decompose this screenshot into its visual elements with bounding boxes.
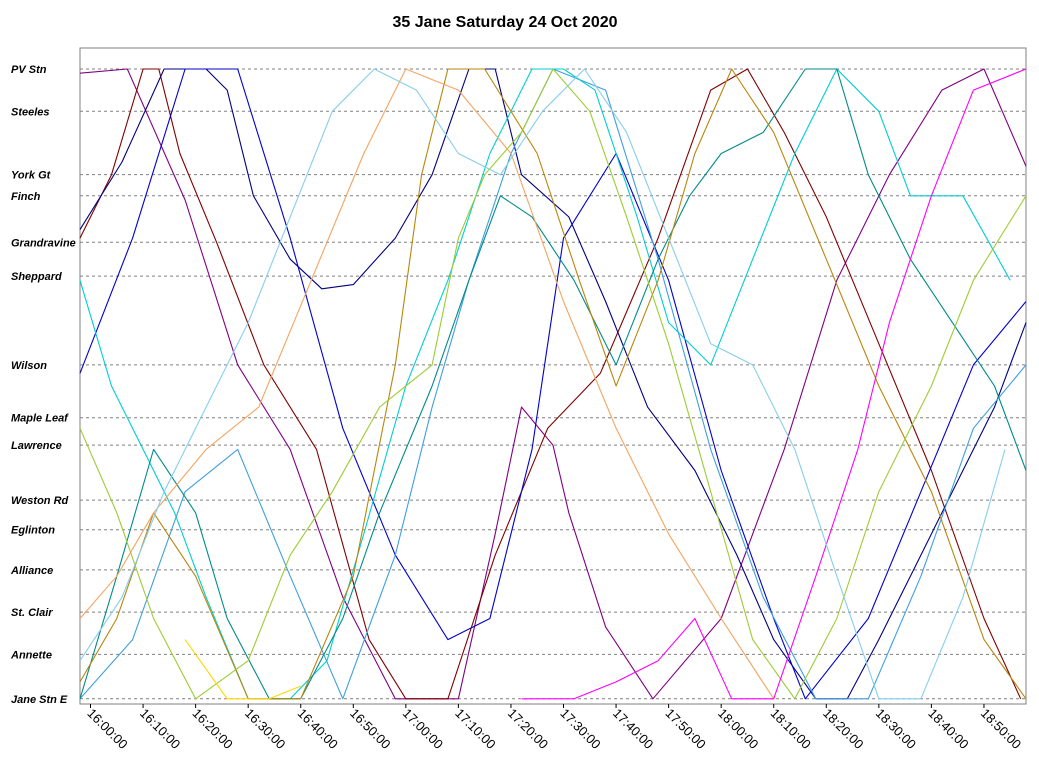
x-tick-label: 18:10:00 — [768, 706, 814, 752]
plot-area — [79, 47, 1027, 705]
x-tick-label: 18:40:00 — [925, 706, 971, 752]
series-line — [79, 68, 1027, 700]
series-line — [521, 68, 1027, 700]
y-tick-label: Sheppard — [11, 271, 62, 283]
y-tick-label: PV Stn — [11, 64, 47, 76]
y-tick-label: Jane Stn E — [11, 694, 68, 706]
series-line — [79, 68, 1022, 700]
series-line — [184, 639, 301, 700]
y-tick-label: Grandravine — [11, 237, 76, 249]
y-tick-label: Weston Rd — [11, 495, 69, 507]
series-line — [79, 68, 1006, 700]
x-tick-label: 16:30:00 — [242, 706, 288, 752]
y-tick-label: York Gt — [11, 170, 52, 182]
x-tick-label: 18:50:00 — [978, 706, 1024, 752]
y-tick-label: Steeles — [11, 106, 50, 118]
x-tick-label: 18:00:00 — [715, 706, 761, 752]
x-tick-label: 18:20:00 — [820, 706, 866, 752]
y-tick-label: Alliance — [10, 565, 53, 577]
x-tick-label: 16:10:00 — [137, 706, 183, 752]
x-axis: 16:00:00 16:10:00 16:20:00 16:30:00 16:40:00… — [84, 704, 1024, 752]
chart-title: 35 Jane Saturday 24 Oct 2020 — [392, 14, 618, 31]
y-tick-label: Wilson — [11, 360, 47, 372]
x-tick-label: 18:30:00 — [873, 706, 919, 752]
y-tick-label: Annette — [10, 649, 52, 661]
y-tick-label: Lawrence — [11, 440, 62, 452]
series-line — [79, 68, 1027, 700]
series-group — [79, 68, 1027, 700]
x-tick-label: 17:00:00 — [400, 706, 446, 752]
y-axis: PV Stn Steeles York Gt Finch Grandravine Shep… — [10, 64, 76, 706]
x-tick-label: 17:10:00 — [452, 706, 498, 752]
series-line — [79, 68, 1027, 700]
series-line — [79, 68, 1027, 700]
x-tick-label: 16:20:00 — [190, 706, 236, 752]
x-tick-label: 17:40:00 — [610, 706, 656, 752]
x-tick-label: 16:50:00 — [347, 706, 393, 752]
y-tick-label: St. Clair — [11, 607, 53, 619]
x-tick-label: 17:50:00 — [663, 706, 709, 752]
x-tick-label: 16:00:00 — [84, 706, 130, 752]
series-line — [79, 68, 1027, 700]
x-tick-label: 17:30:00 — [557, 706, 603, 752]
y-tick-label: Eglinton — [11, 525, 55, 537]
x-tick-label: 16:40:00 — [295, 706, 341, 752]
y-tick-label: Maple Leaf — [11, 413, 69, 425]
series-line — [79, 68, 775, 700]
y-tick-label: Finch — [11, 191, 41, 203]
x-tick-label: 17:20:00 — [505, 706, 551, 752]
